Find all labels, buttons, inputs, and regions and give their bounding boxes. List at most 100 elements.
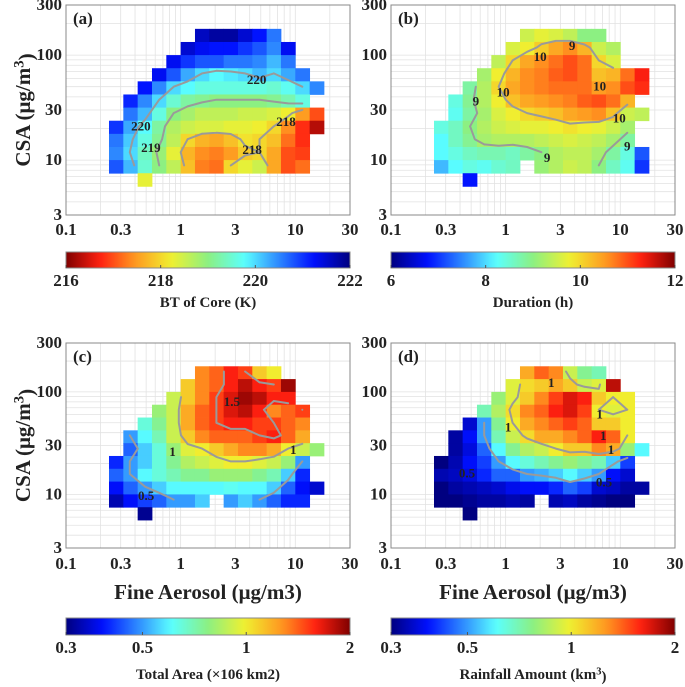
- heatmap-cell: [180, 81, 196, 95]
- heatmap-cell: [519, 455, 535, 470]
- heatmap-cell: [505, 120, 521, 135]
- heatmap-cell: [123, 120, 139, 135]
- heatmap-cell: [252, 94, 268, 108]
- heatmap-cell: [180, 494, 196, 508]
- heatmap-cell: [605, 94, 621, 108]
- panel-label: (c): [73, 347, 92, 366]
- heatmap-cell: [108, 494, 124, 508]
- heatmap-cell: [108, 133, 124, 148]
- heatmap-cell: [433, 468, 449, 482]
- heatmap-cell: [476, 146, 492, 161]
- heatmap-cell: [634, 146, 650, 161]
- contour-label: 10: [534, 49, 547, 64]
- heatmap-cell: [591, 94, 607, 108]
- heatmap-cell: [180, 133, 196, 148]
- heatmap-cell: [591, 417, 607, 431]
- y-tick-label: 100: [362, 45, 388, 64]
- heatmap-cell: [252, 68, 268, 82]
- axes-frame: [390, 4, 676, 216]
- y-axis-title: CSA (μg/m3): [11, 389, 38, 502]
- heatmap-cell: [309, 443, 325, 457]
- heatmap-cell: [209, 379, 225, 393]
- heatmap-cell: [534, 481, 550, 495]
- heatmap-cell: [519, 379, 535, 393]
- heatmap-cell: [519, 366, 535, 380]
- heatmap-cell: [180, 379, 196, 393]
- colorbar: [65, 617, 351, 636]
- heatmap-cell: [519, 81, 535, 95]
- heatmap-cell: [491, 120, 507, 135]
- heatmap-cell: [237, 417, 253, 431]
- x-tick-label: 0.3: [110, 554, 131, 573]
- heatmap-cell: [448, 160, 464, 174]
- y-tick-label: 300: [362, 333, 388, 352]
- heatmap-cell: [137, 94, 153, 108]
- heatmap-cell: [180, 468, 196, 482]
- heatmap-cell: [476, 107, 492, 122]
- heatmap-cell: [605, 120, 621, 135]
- heatmap-cell: [605, 160, 621, 174]
- heatmap-cell: [548, 28, 564, 43]
- contour-label: 220: [131, 118, 151, 133]
- heatmap-cell: [462, 507, 478, 521]
- contour-label: 0.5: [138, 488, 155, 503]
- heatmap-cell: [309, 481, 325, 495]
- heatmap-cell: [237, 379, 253, 393]
- y-tick-label: 3: [54, 538, 63, 557]
- heatmap-cell: [562, 133, 578, 148]
- heatmap-cell: [562, 404, 578, 418]
- heatmap-cell: [505, 41, 521, 56]
- x-tick-label: 0.1: [55, 220, 76, 239]
- heatmap-cell: [433, 120, 449, 135]
- heatmap-cell: [151, 430, 167, 444]
- heatmap-cell: [280, 55, 296, 69]
- axes-frame: [65, 342, 351, 549]
- heatmap-cell: [605, 81, 621, 95]
- heatmap-cell: [166, 468, 182, 482]
- colorbar-title: Total Area (×106 km2): [136, 667, 280, 683]
- heatmap-cell: [519, 430, 535, 444]
- heatmap-cell: [519, 481, 535, 495]
- heatmap-cell: [548, 107, 564, 122]
- x-tick-label: 3: [556, 220, 565, 239]
- heatmap-cell: [223, 94, 239, 108]
- heatmap-cell: [577, 41, 593, 56]
- heatmap-cell: [252, 481, 268, 495]
- y-tick-label: 10: [45, 150, 62, 169]
- heatmap-cell: [634, 68, 650, 82]
- heatmap-cell: [620, 146, 636, 161]
- heatmap-cell: [295, 160, 311, 174]
- heatmap-cell: [491, 107, 507, 122]
- heatmap-cell: [151, 443, 167, 457]
- heatmap-cell: [620, 120, 636, 135]
- heatmap-cell: [223, 379, 239, 393]
- heatmap-cell: [476, 94, 492, 108]
- heatmap-cell: [180, 55, 196, 69]
- heatmap-cell: [591, 68, 607, 82]
- heatmap-cell: [295, 494, 311, 508]
- heatmap-cell: [108, 468, 124, 482]
- heatmap-cell: [591, 160, 607, 174]
- heatmap-cell: [534, 430, 550, 444]
- contour-label: 0.5: [459, 465, 476, 480]
- contour-line-1: [177, 396, 304, 463]
- colorbar-tick-label: 6: [387, 271, 396, 290]
- contour-line-0.5: [128, 434, 304, 501]
- heatmap-cell: [295, 94, 311, 108]
- heatmap-cell: [562, 107, 578, 122]
- heatmap-cell: [591, 404, 607, 418]
- heatmap-cell: [519, 404, 535, 418]
- heatmap-cell: [209, 94, 225, 108]
- heatmap-cell: [266, 366, 282, 380]
- heatmap-cell: [634, 107, 650, 122]
- heatmap-cell: [266, 455, 282, 470]
- contour-label: 1: [608, 442, 615, 457]
- heatmap-cell: [180, 391, 196, 406]
- heatmap-cell: [209, 430, 225, 444]
- contour-label: 1: [505, 419, 512, 434]
- panel-a: 220 220 219 218 218 (a) 0.1 0.3 1 3 10 30 3 10 30 100 30…: [11, 0, 363, 311]
- contour-line-1: [508, 370, 629, 455]
- heatmap-cell: [223, 443, 239, 457]
- heatmap-cell: [194, 366, 210, 380]
- heatmap-cell: [505, 481, 521, 495]
